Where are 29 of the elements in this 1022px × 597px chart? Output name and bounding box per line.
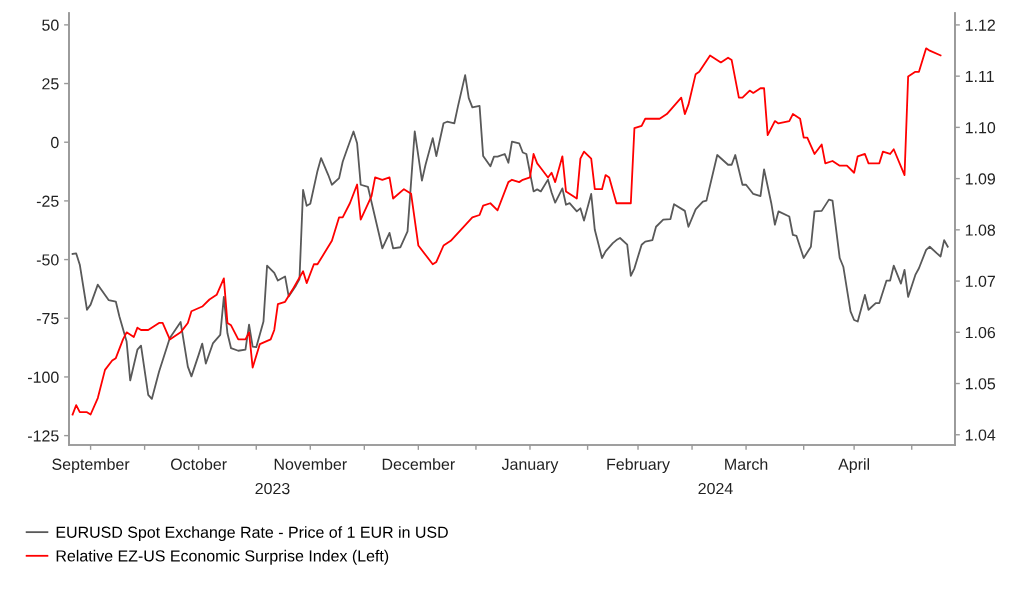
y2-tick-label: 1.12: [965, 19, 995, 31]
text: 2024: [698, 482, 733, 495]
x-tick-label: February: [607, 458, 670, 474]
y-tick-label: 25: [42, 78, 59, 90]
x-tick-label: December: [382, 458, 455, 470]
y2-tick-label: 1.08: [965, 224, 996, 236]
y2-tick-label: 1.10: [965, 122, 996, 134]
x-tick-label: September: [52, 458, 130, 474]
x-tick-label: January: [501, 458, 559, 474]
y-tick-label: 50: [42, 19, 59, 31]
x-tick-label: October: [170, 458, 227, 470]
y-tick-label: 0: [51, 136, 59, 149]
text: 2023: [255, 482, 290, 495]
legend-label: Relative EZ-US Economic Surprise Index (Left): [56, 549, 389, 565]
legend-label: EURUSD Spot Exchange Rate - Price of 1 EUR in USD: [56, 526, 448, 542]
y2-tick-label: 1.04: [965, 429, 996, 441]
y2-tick-label: 1.09: [965, 173, 996, 185]
y2-tick-label: 1.06: [965, 326, 996, 339]
y-tick-label: -100: [28, 371, 59, 383]
y-tick-label: -25: [36, 195, 59, 207]
y2-tick-label: 1.07: [965, 275, 995, 288]
y-tick-label: -75: [36, 313, 59, 325]
x-tick-label: March: [725, 458, 768, 470]
y2-tick-label: 1.05: [965, 378, 996, 390]
y-tick-label: -125: [28, 430, 59, 442]
y2-tick-label: 1.11: [965, 70, 994, 82]
y-tick-label: -50: [36, 254, 59, 266]
x-tick-label: April: [838, 458, 870, 474]
x-tick-label: November: [274, 458, 347, 470]
